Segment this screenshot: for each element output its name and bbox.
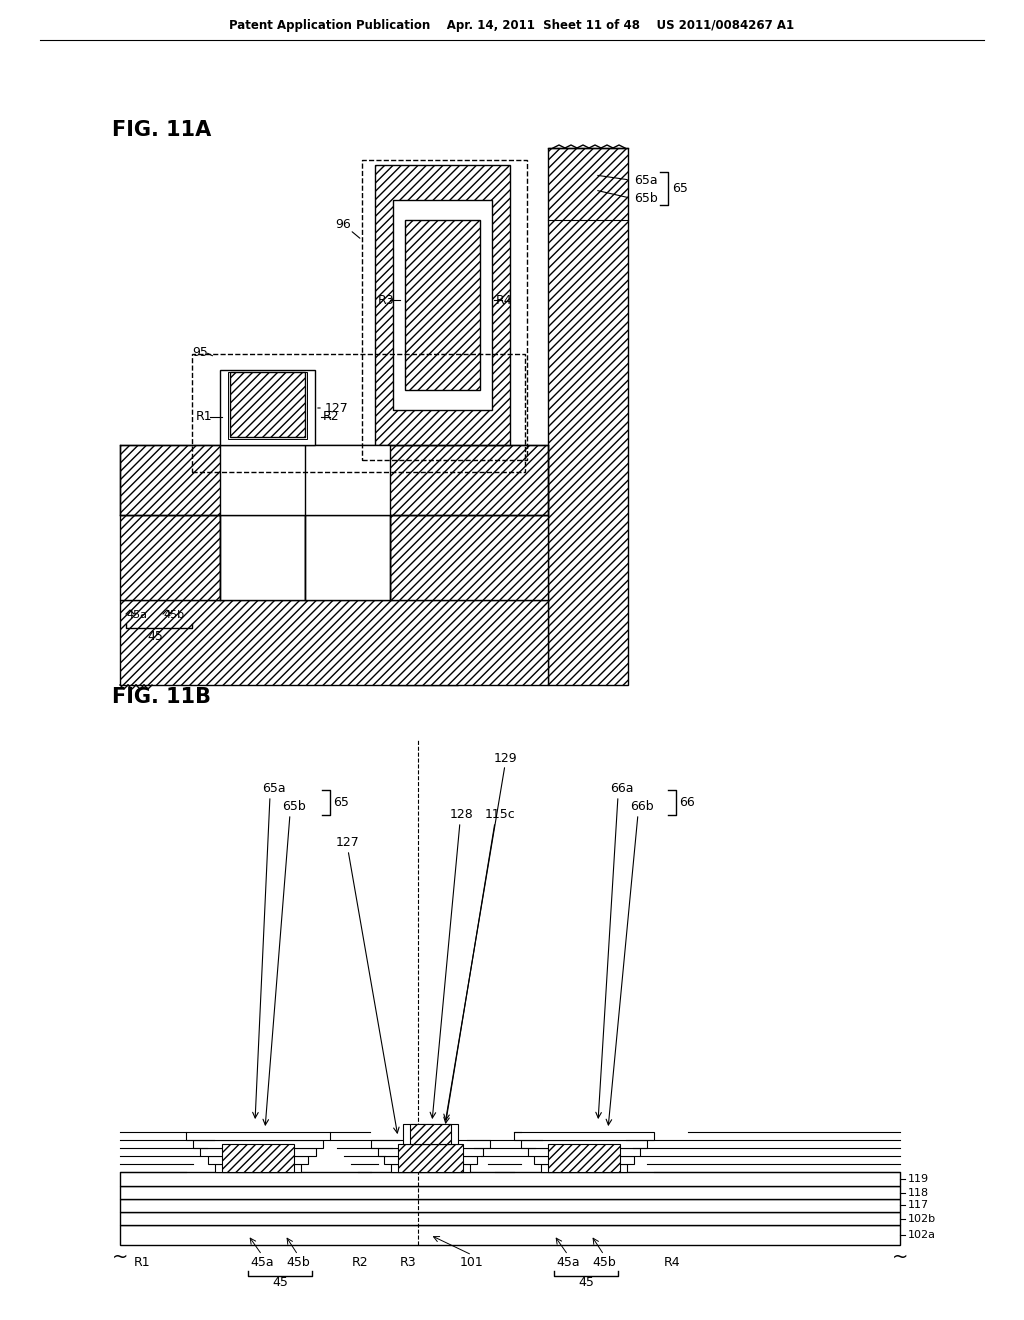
- Bar: [384, 1156, 477, 1164]
- Bar: [541, 1164, 627, 1172]
- Bar: [230, 372, 305, 437]
- Text: R1: R1: [196, 411, 213, 424]
- Bar: [200, 1148, 316, 1156]
- Bar: [375, 165, 510, 445]
- Text: 65: 65: [333, 796, 349, 808]
- Text: 65b: 65b: [634, 191, 657, 205]
- Bar: [398, 1144, 463, 1172]
- Text: FIG. 11B: FIG. 11B: [112, 686, 211, 708]
- Text: 65: 65: [672, 181, 688, 194]
- Text: 45a: 45a: [556, 1257, 580, 1270]
- Text: 127: 127: [325, 401, 349, 414]
- Text: 129: 129: [494, 751, 517, 764]
- Bar: [120, 515, 220, 601]
- Bar: [548, 148, 628, 685]
- Bar: [193, 354, 525, 473]
- Bar: [222, 1144, 294, 1172]
- Bar: [193, 1140, 323, 1148]
- Bar: [120, 1212, 900, 1225]
- Bar: [120, 1172, 900, 1185]
- Bar: [390, 176, 458, 685]
- Bar: [528, 1148, 640, 1156]
- Text: R3: R3: [399, 1257, 417, 1270]
- Bar: [378, 1148, 483, 1156]
- Bar: [120, 1225, 900, 1245]
- Bar: [220, 445, 305, 515]
- Text: 102a: 102a: [908, 1230, 936, 1239]
- Bar: [208, 1156, 308, 1164]
- Text: 128: 128: [450, 808, 474, 821]
- Bar: [514, 1133, 654, 1140]
- Bar: [120, 1199, 900, 1212]
- Bar: [391, 1164, 470, 1172]
- Bar: [215, 1164, 301, 1172]
- Bar: [220, 370, 315, 445]
- Text: 65a: 65a: [634, 173, 657, 186]
- Text: R4: R4: [496, 293, 513, 306]
- Text: Patent Application Publication    Apr. 14, 2011  Sheet 11 of 48    US 2011/00842: Patent Application Publication Apr. 14, …: [229, 18, 795, 32]
- Text: 127: 127: [336, 836, 359, 849]
- Bar: [186, 1133, 330, 1140]
- Text: FIG. 11A: FIG. 11A: [112, 120, 211, 140]
- Text: R4: R4: [664, 1257, 680, 1270]
- Text: R2: R2: [351, 1257, 369, 1270]
- Bar: [521, 1140, 647, 1148]
- Bar: [220, 515, 305, 601]
- Text: 119: 119: [908, 1173, 929, 1184]
- Text: ~: ~: [892, 1247, 908, 1266]
- Text: 45a: 45a: [250, 1257, 273, 1270]
- Text: 66a: 66a: [610, 781, 634, 795]
- Bar: [390, 515, 548, 601]
- Bar: [371, 1140, 490, 1148]
- Text: 102b: 102b: [908, 1214, 936, 1224]
- Text: 96: 96: [335, 219, 351, 231]
- Bar: [410, 1125, 451, 1144]
- Text: R2: R2: [323, 411, 340, 424]
- Text: 65a: 65a: [262, 781, 286, 795]
- Bar: [303, 515, 390, 601]
- Bar: [120, 601, 548, 685]
- Text: 117: 117: [908, 1200, 929, 1210]
- Text: 45b: 45b: [163, 610, 184, 620]
- Bar: [534, 1156, 634, 1164]
- Text: R3: R3: [378, 293, 394, 306]
- Bar: [305, 515, 390, 601]
- Text: R1: R1: [134, 1257, 151, 1270]
- Bar: [548, 1144, 620, 1172]
- Bar: [406, 220, 480, 389]
- Text: 45b: 45b: [592, 1257, 615, 1270]
- Bar: [362, 160, 527, 459]
- Bar: [228, 372, 307, 440]
- Text: 45: 45: [579, 1276, 594, 1290]
- Bar: [305, 445, 390, 515]
- Bar: [120, 445, 548, 515]
- Text: 45a: 45a: [126, 610, 147, 620]
- Text: 45: 45: [147, 630, 163, 643]
- Text: 66: 66: [679, 796, 694, 808]
- Bar: [403, 1125, 458, 1144]
- Text: 101: 101: [460, 1257, 484, 1270]
- Text: 65b: 65b: [282, 800, 306, 813]
- Bar: [393, 201, 492, 411]
- Bar: [120, 1185, 900, 1199]
- Text: ~: ~: [112, 1247, 128, 1266]
- Text: 115c: 115c: [485, 808, 516, 821]
- Text: 45: 45: [272, 1276, 288, 1290]
- Text: 118: 118: [908, 1188, 929, 1199]
- Text: 95: 95: [193, 346, 208, 359]
- Text: 45b: 45b: [286, 1257, 310, 1270]
- Text: 66b: 66b: [630, 800, 653, 813]
